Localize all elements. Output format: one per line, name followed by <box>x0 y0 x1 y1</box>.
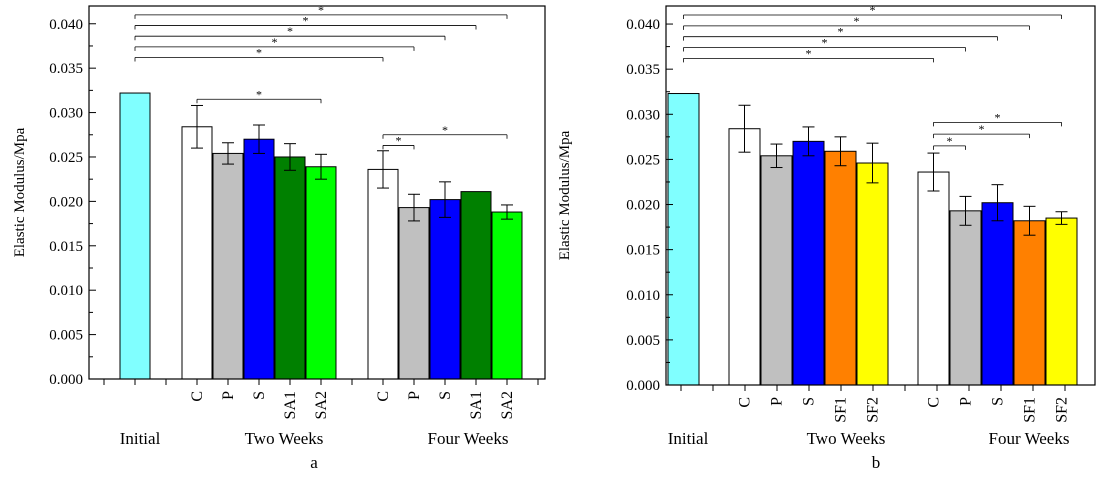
bar-b-9 <box>1013 220 1046 386</box>
group-label-b-2: Four Weeks <box>989 429 1070 448</box>
y-tick-label-a-0: 0.000 <box>49 372 83 388</box>
bar-b-4 <box>824 150 857 386</box>
bar-b-10 <box>1045 217 1078 386</box>
y-tick-label-b-2: 0.010 <box>626 288 660 304</box>
category-label-b-5: SF2 <box>865 397 882 423</box>
sig-mark-b-3: * <box>854 14 860 28</box>
bar-b-1 <box>728 128 761 386</box>
bar-b-3 <box>792 140 825 386</box>
y-axis-label-a: Elastic Modulus/Mpa <box>12 127 28 257</box>
sig-mark-a-0: * <box>256 46 262 60</box>
y-tick-label-a-3: 0.015 <box>49 239 83 255</box>
category-label-a-5: SA2 <box>313 391 330 419</box>
category-label-a-2: P <box>220 391 237 400</box>
bar-a-8 <box>429 199 461 380</box>
category-label-b-2: P <box>769 397 786 406</box>
y-tick-label-b-7: 0.035 <box>626 62 660 78</box>
bar-a-2 <box>212 152 244 380</box>
bar-a-1 <box>181 126 213 380</box>
bar-b-7 <box>949 210 982 386</box>
plot-frame-a <box>88 5 546 380</box>
y-tick-label-b-1: 0.005 <box>626 333 660 349</box>
sig-mark-a-6: * <box>396 133 402 147</box>
bar-b-6 <box>917 171 950 386</box>
panel-letter-b: b <box>872 453 881 472</box>
sig-mark-a-4: * <box>318 3 324 17</box>
category-label-b-4: SF1 <box>833 397 850 423</box>
y-tick-label-b-0: 0.000 <box>626 378 660 394</box>
group-label-b-1: Two Weeks <box>807 429 886 448</box>
bar-b-0 <box>667 93 700 386</box>
sig-mark-b-5: * <box>947 134 953 148</box>
category-label-b-9: SF1 <box>1022 397 1039 423</box>
sig-mark-a-1: * <box>272 35 278 49</box>
category-label-b-10: SF2 <box>1054 397 1071 423</box>
y-tick-label-b-6: 0.030 <box>626 107 660 123</box>
y-tick-label-a-7: 0.035 <box>49 61 83 77</box>
bar-a-7 <box>398 207 430 380</box>
bar-b-2 <box>760 155 793 386</box>
category-label-b-3: S <box>801 397 818 406</box>
y-tick-label-a-1: 0.005 <box>49 328 83 344</box>
panel-letter-a: a <box>310 453 318 472</box>
category-label-b-6: C <box>926 397 943 408</box>
category-label-a-7: P <box>406 391 423 400</box>
chart-panel-b: 0.000 0.005 0.010 0.015 0.020 0.025 0.030 0.035… <box>557 3 1096 472</box>
sig-mark-b-6: * <box>979 122 985 136</box>
category-label-a-8: S <box>437 391 454 400</box>
category-label-a-9: SA1 <box>468 391 485 419</box>
bar-b-8 <box>981 202 1014 386</box>
sig-mark-b-1: * <box>822 36 828 50</box>
y-tick-label-b-4: 0.020 <box>626 198 660 214</box>
y-tick-label-a-4: 0.020 <box>49 194 83 210</box>
bar-b-5 <box>856 162 889 386</box>
group-label-a-2: Four Weeks <box>428 429 509 448</box>
category-label-a-3: S <box>251 391 268 400</box>
plot-frame-b <box>665 5 1096 386</box>
bar-a-6 <box>367 168 399 380</box>
y-tick-label-a-6: 0.030 <box>49 106 83 122</box>
sig-mark-b-2: * <box>838 25 844 39</box>
bar-a-10 <box>491 211 523 380</box>
y-tick-label-a-2: 0.010 <box>49 283 83 299</box>
group-label-b-0: Initial <box>668 429 709 448</box>
category-label-b-1: C <box>737 397 754 408</box>
y-tick-label-b-8: 0.040 <box>626 17 660 33</box>
group-label-a-0: Initial <box>120 429 161 448</box>
category-label-a-4: SA1 <box>282 391 299 419</box>
y-tick-label-b-3: 0.015 <box>626 243 660 259</box>
sig-mark-a-5: * <box>256 87 262 101</box>
bar-a-4 <box>274 156 306 380</box>
category-label-a-10: SA2 <box>499 391 516 419</box>
y-axis-label-b: Elastic Modulus/Mpa <box>557 130 573 260</box>
bar-a-9 <box>460 191 492 380</box>
sig-mark-a-2: * <box>287 24 293 38</box>
sig-mark-b-4: * <box>870 3 876 17</box>
category-label-b-8: S <box>990 397 1007 406</box>
bar-a-0 <box>119 92 151 380</box>
y-tick-label-a-8: 0.040 <box>49 17 83 33</box>
sig-mark-b-7: * <box>995 110 1001 124</box>
bar-a-3 <box>243 138 275 380</box>
sig-mark-b-0: * <box>806 46 812 60</box>
group-label-a-1: Two Weeks <box>245 429 324 448</box>
y-tick-label-b-5: 0.025 <box>626 152 660 168</box>
bar-a-5 <box>305 166 337 380</box>
category-label-a-1: C <box>189 391 206 402</box>
category-label-b-7: P <box>958 397 975 406</box>
sig-mark-a-7: * <box>442 123 448 137</box>
category-label-a-6: C <box>375 391 392 402</box>
chart-panel-a: 0.000 0.005 0.010 0.015 0.020 0.025 0.030 0.035… <box>12 3 546 472</box>
sig-mark-a-3: * <box>303 14 309 28</box>
y-tick-label-a-5: 0.025 <box>49 150 83 166</box>
